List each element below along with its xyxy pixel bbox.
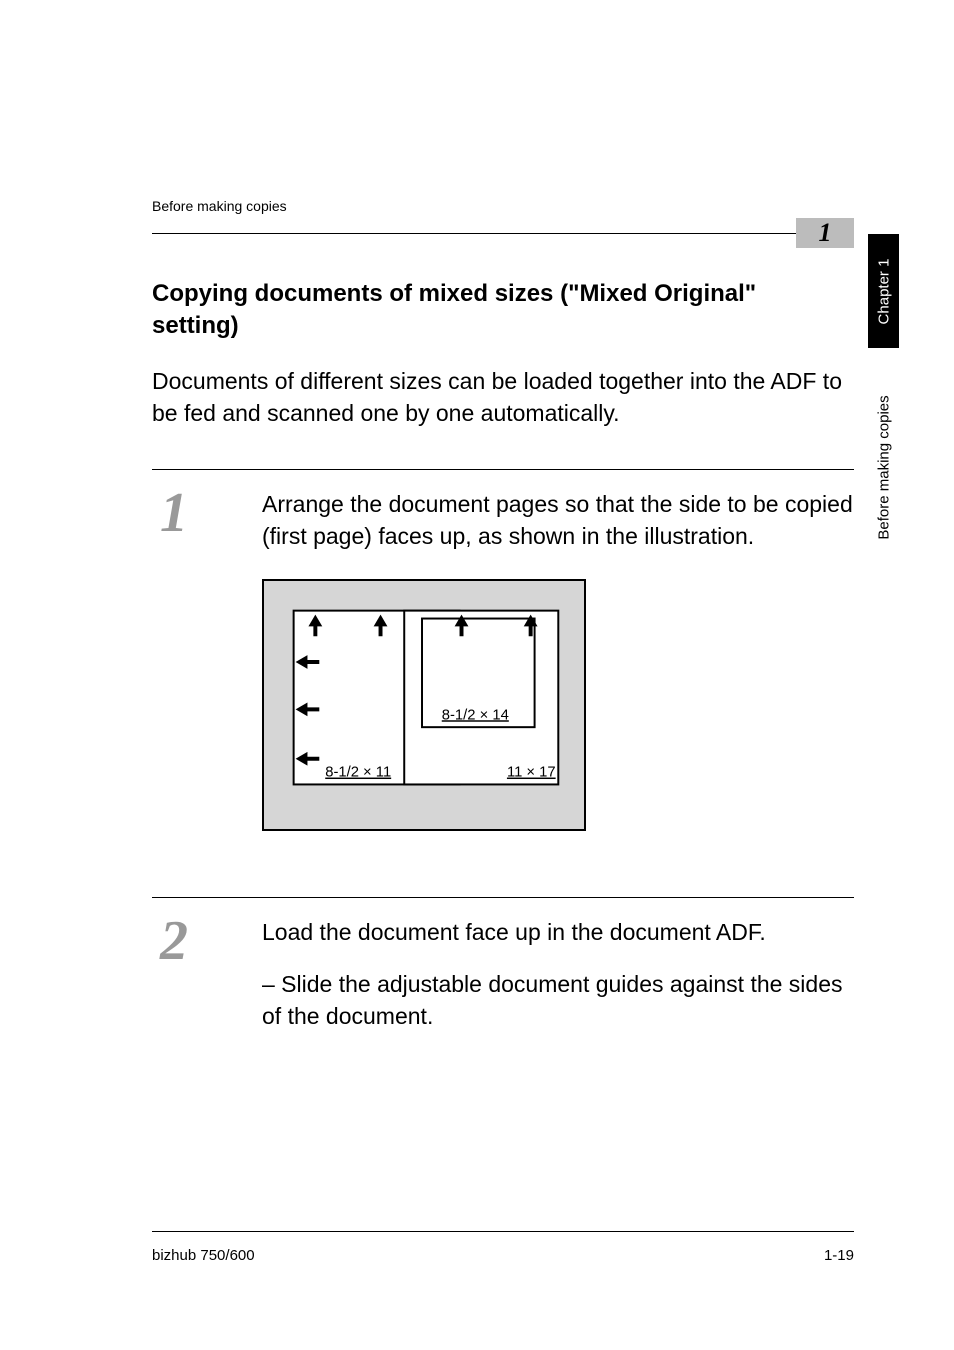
step-1-text: Arrange the document pages so that the s… (262, 491, 853, 549)
chapter-number-box: 1 (796, 218, 854, 248)
page-content: Before making copies 1 Copying documents… (152, 198, 854, 1032)
side-tab-chapter-text: Chapter 1 (875, 258, 892, 324)
chapter-number: 1 (819, 218, 832, 248)
diagram-svg: 8-1/2 × 11 11 × 17 8-1/2 × 14 (264, 581, 584, 830)
running-header: Before making copies (152, 198, 854, 214)
section-intro: Documents of different sizes can be load… (152, 365, 852, 429)
step-1: 1 Arrange the document pages so that the… (152, 469, 854, 552)
footer: bizhub 750/600 1-19 (152, 1247, 854, 1264)
header-rule-line (152, 233, 796, 234)
step-2: 2 Load the document face up in the docum… (152, 897, 854, 1033)
mixed-original-diagram: 8-1/2 × 11 11 × 17 8-1/2 × 14 (262, 579, 586, 831)
step-2-body: Load the document face up in the documen… (262, 916, 854, 1033)
step-2-number: 2 (152, 916, 262, 966)
svg-text:8-1/2 × 11: 8-1/2 × 11 (325, 764, 391, 780)
footer-left: bizhub 750/600 (152, 1247, 255, 1264)
step-2-text: Load the document face up in the documen… (262, 919, 766, 945)
footer-rule (152, 1231, 854, 1232)
side-tab-chapter: Chapter 1 (868, 234, 899, 348)
svg-text:11 × 17: 11 × 17 (507, 764, 556, 780)
step-1-body: Arrange the document pages so that the s… (262, 488, 854, 552)
header-rule: 1 (152, 218, 854, 248)
step-1-number: 1 (152, 488, 262, 538)
side-tab-section: Before making copies (870, 352, 898, 582)
section-title: Copying documents of mixed sizes ("Mixed… (152, 278, 792, 343)
illustration-wrap: 8-1/2 × 11 11 × 17 8-1/2 × 14 (262, 579, 854, 831)
svg-text:8-1/2 × 14: 8-1/2 × 14 (442, 707, 509, 723)
side-tab-section-text: Before making copies (876, 395, 893, 539)
step-2-subbullet: – Slide the adjustable document guides a… (262, 968, 854, 1032)
footer-right: 1-19 (824, 1247, 854, 1264)
